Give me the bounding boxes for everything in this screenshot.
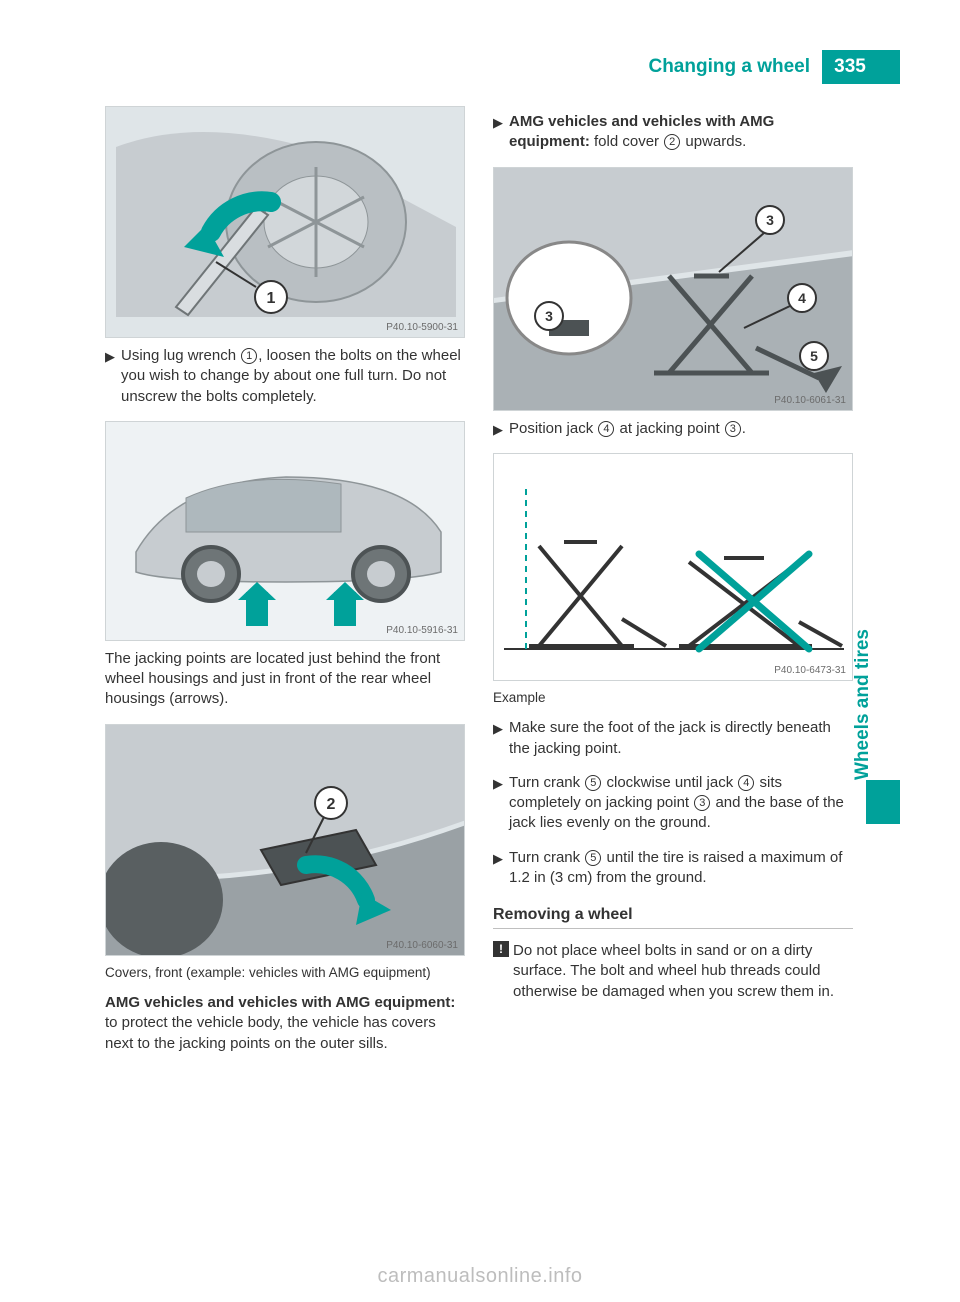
figure-label: P40.10-6060-31 [386,940,458,951]
text-fragment: Turn crank [509,849,584,866]
position-jack-illustration: 3 3 4 5 [494,168,853,411]
figure-label: P40.10-5900-31 [386,322,458,333]
step-position-jack: ▶ Position jack 4 at jacking point 3. [493,419,853,439]
note-text: Do not place wheel bolts in sand or on a… [513,941,853,1002]
figure-label: P40.10-6473-31 [774,665,846,676]
svg-text:4: 4 [798,290,806,306]
text-fragment: at jacking point [615,420,723,437]
text-fragment: fold cover [590,133,663,150]
text-fragment: Using lug wrench [121,347,240,364]
page: Changing a wheel 335 Wheels and tires [0,0,960,1302]
header-title: Changing a wheel [648,50,822,84]
jack-example-illustration [494,454,853,681]
ref-marker: 2 [664,134,680,150]
text-bold: AMG vehicles and vehicles with AMG equip… [105,994,455,1011]
header-page-number: 335 [822,50,878,84]
side-tab-accent-block [866,780,900,824]
text-fragment: . [742,420,746,437]
paragraph-jacking-points: The jacking points are located just behi… [105,649,465,710]
step-text: AMG vehicles and vehicles with AMG equip… [509,112,853,153]
step-arrow-icon: ▶ [493,773,509,834]
figure-jack-example: P40.10-6473-31 [493,453,853,681]
step-arrow-icon: ▶ [493,848,509,889]
svg-text:5: 5 [810,348,818,364]
svg-text:3: 3 [766,212,774,228]
caption-covers: Covers, front (example: vehicles with AM… [105,964,465,982]
step-turn-crank-raise: ▶ Turn crank 5 until the tire is raised … [493,848,853,889]
ref-marker: 4 [598,421,614,437]
step-turn-crank-clockwise: ▶ Turn crank 5 clockwise until jack 4 si… [493,773,853,834]
caution-icon: ! [493,941,509,957]
ref-marker: 3 [725,421,741,437]
text-fragment: Position jack [509,420,597,437]
lug-wrench-illustration: 1 [106,107,465,338]
text-fragment: upwards. [681,133,746,150]
ref-marker: 5 [585,850,601,866]
step-fold-cover: ▶ AMG vehicles and vehicles with AMG equ… [493,112,853,153]
ref-marker: 1 [241,348,257,364]
watermark: carmanualsonline.info [0,1265,960,1288]
step-text: Position jack 4 at jacking point 3. [509,419,853,439]
step-text: Make sure the foot of the jack is direct… [509,718,853,759]
step-loosen-bolts: ▶ Using lug wrench 1, loosen the bolts o… [105,346,465,407]
svg-text:2: 2 [327,796,336,813]
right-column: ▶ AMG vehicles and vehicles with AMG equ… [493,106,853,1068]
ref-marker: 5 [585,775,601,791]
step-text: Turn crank 5 clockwise until jack 4 sits… [509,773,853,834]
step-text: Turn crank 5 until the tire is raised a … [509,848,853,889]
figure-lug-wrench: 1 P40.10-5900-31 [105,106,465,338]
figure-cover: 2 P40.10-6060-31 [105,724,465,956]
caption-example: Example [493,689,853,707]
text-fragment: Turn crank [509,774,584,791]
header: Changing a wheel 335 [648,50,900,84]
heading-rule [493,928,853,929]
figure-label: P40.10-5916-31 [386,625,458,636]
svg-text:3: 3 [545,308,553,324]
note-wheel-bolts: ! Do not place wheel bolts in sand or on… [493,941,853,1002]
step-arrow-icon: ▶ [493,112,509,153]
step-foot-of-jack: ▶ Make sure the foot of the jack is dire… [493,718,853,759]
step-text: Using lug wrench 1, loosen the bolts on … [121,346,465,407]
side-tab-label: Wheels and tires [852,629,874,780]
left-column: 1 P40.10-5900-31 ▶ Using lug wrench 1, l… [105,106,465,1068]
text-fragment: to protect the vehicle body, the vehicle… [105,1014,436,1051]
content-columns: 1 P40.10-5900-31 ▶ Using lug wrench 1, l… [105,106,865,1068]
figure-jacking-points: P40.10-5916-31 [105,421,465,641]
ref-marker: 3 [694,795,710,811]
figure-position-jack: 3 3 4 5 [493,167,853,411]
cover-illustration: 2 [106,725,465,956]
step-arrow-icon: ▶ [105,346,121,407]
ref-marker: 4 [738,775,754,791]
figure-label: P40.10-6061-31 [774,395,846,406]
paragraph-amg-covers: AMG vehicles and vehicles with AMG equip… [105,993,465,1054]
step-arrow-icon: ▶ [493,718,509,759]
side-tab: Wheels and tires [866,520,900,780]
svg-text:1: 1 [267,290,276,307]
heading-removing-wheel: Removing a wheel [493,906,853,924]
step-arrow-icon: ▶ [493,419,509,439]
jacking-points-illustration [106,422,465,641]
text-fragment: clockwise until jack [602,774,737,791]
header-accent-block [878,50,900,84]
